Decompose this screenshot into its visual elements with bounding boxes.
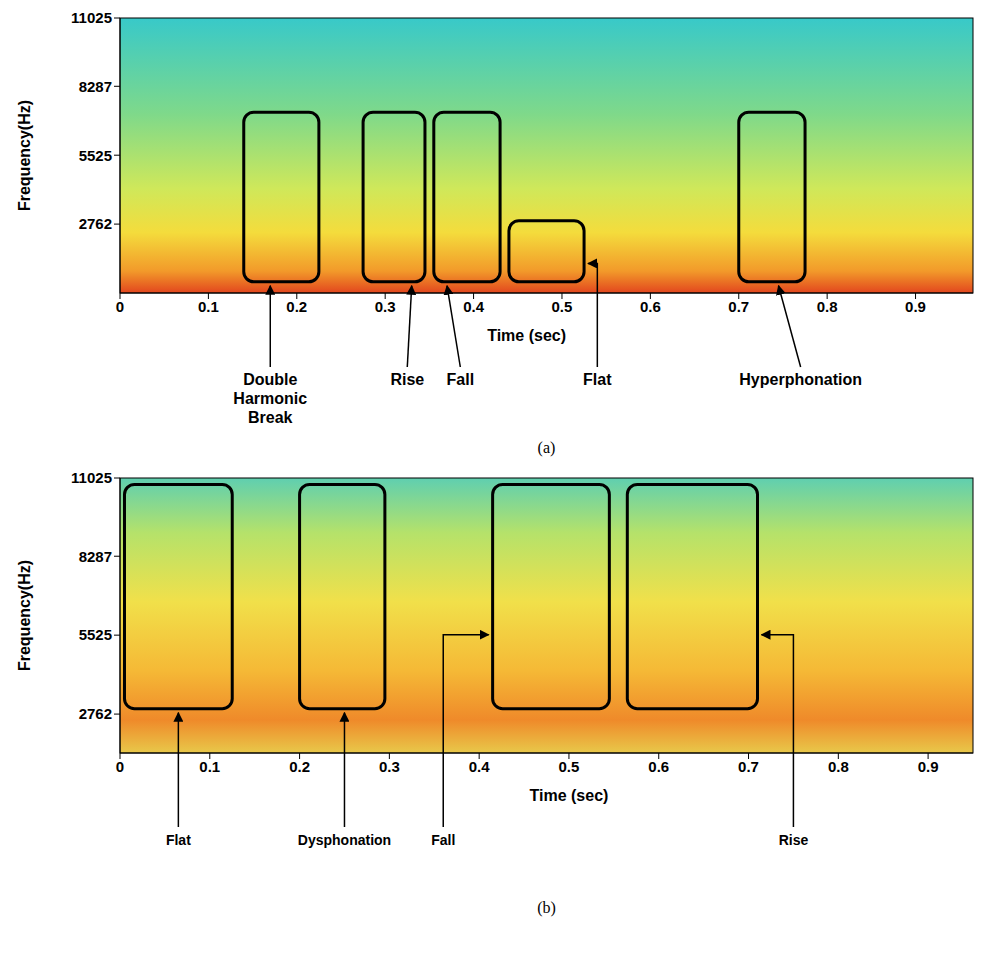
svg-text:0.5: 0.5 — [552, 298, 573, 315]
svg-text:0.9: 0.9 — [918, 758, 939, 775]
svg-text:Dysphonation: Dysphonation — [298, 832, 391, 848]
svg-text:0.1: 0.1 — [198, 298, 219, 315]
svg-text:DoubleHarmonicBreak: DoubleHarmonicBreak — [233, 371, 307, 426]
svg-text:0.9: 0.9 — [905, 298, 926, 315]
svg-text:Time (sec): Time (sec) — [487, 327, 566, 344]
svg-text:0.6: 0.6 — [648, 758, 669, 775]
svg-text:2762: 2762 — [79, 705, 112, 722]
svg-text:11025: 11025 — [71, 469, 112, 486]
svg-text:Frequency(Hz): Frequency(Hz) — [16, 100, 33, 211]
svg-text:8287: 8287 — [79, 78, 112, 95]
svg-text:0.3: 0.3 — [375, 298, 396, 315]
svg-text:0.4: 0.4 — [463, 298, 485, 315]
svg-text:11025: 11025 — [71, 9, 112, 26]
svg-text:Frequency(Hz): Frequency(Hz) — [16, 560, 33, 671]
svg-text:5525: 5525 — [79, 147, 112, 164]
svg-text:5525: 5525 — [79, 626, 112, 643]
svg-text:Rise: Rise — [390, 371, 424, 388]
svg-text:0.1: 0.1 — [199, 758, 220, 775]
svg-text:0.8: 0.8 — [817, 298, 838, 315]
svg-text:0.4: 0.4 — [469, 758, 491, 775]
svg-text:8287: 8287 — [79, 548, 112, 565]
svg-text:0: 0 — [116, 298, 124, 315]
svg-text:Rise: Rise — [779, 832, 809, 848]
svg-text:0.7: 0.7 — [728, 298, 749, 315]
svg-text:Hyperphonation: Hyperphonation — [739, 371, 862, 388]
svg-text:0.6: 0.6 — [640, 298, 661, 315]
svg-text:0: 0 — [116, 758, 124, 775]
svg-text:0.2: 0.2 — [286, 298, 307, 315]
svg-text:0.7: 0.7 — [738, 758, 759, 775]
svg-text:0.2: 0.2 — [289, 758, 310, 775]
svg-text:Fall: Fall — [431, 832, 455, 848]
svg-text:0.5: 0.5 — [559, 758, 580, 775]
svg-text:Flat: Flat — [583, 371, 612, 388]
svg-text:Time (sec): Time (sec) — [530, 787, 609, 804]
svg-text:2762: 2762 — [79, 215, 112, 232]
svg-text:(b): (b) — [537, 899, 556, 917]
svg-text:0.3: 0.3 — [379, 758, 400, 775]
svg-text:0.8: 0.8 — [828, 758, 849, 775]
svg-text:Flat: Flat — [166, 832, 191, 848]
svg-text:Fall: Fall — [447, 371, 475, 388]
svg-text:(a): (a) — [538, 439, 556, 457]
